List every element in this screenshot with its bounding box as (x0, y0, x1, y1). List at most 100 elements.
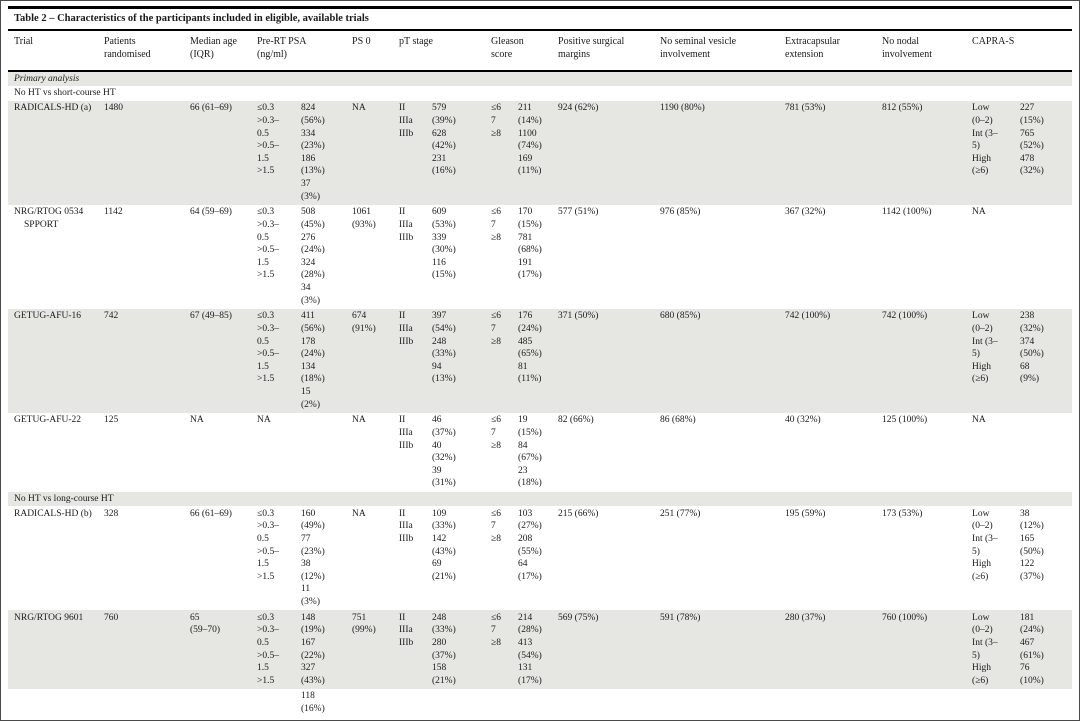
cell-patients: 125 (104, 415, 119, 426)
cell-ps0: 751 (99%) (352, 612, 376, 636)
cell-gleason-categories: ≤6 7 ≥8 (491, 612, 501, 648)
cell-ps0: 1061 (93%) (352, 207, 376, 230)
column-header-no-nodal-involvement: No nodal involvement (882, 31, 973, 72)
cell-ps0: NA (352, 103, 366, 114)
cell-trial: NRG/RTOG 0534 SPPORT (14, 207, 84, 230)
cell-gleason-categories: ≤6 7 ≥8 (491, 508, 501, 544)
cell-extracapsular: 40 (32%) (785, 415, 821, 426)
section-label: Primary analysis (14, 73, 80, 84)
column-header-pt-stage: pT stage (399, 31, 492, 72)
cell-capra-categories: Low (0–2) Int (3– 5) High (≥6) (972, 612, 998, 686)
cell-patients: 742 (104, 311, 119, 322)
cell-age: 65 (59–70) (190, 612, 221, 636)
cell-age: 67 (49–85) (190, 311, 232, 322)
cell-patients: 760 (104, 612, 119, 623)
cell-margins: 577 (51%) (558, 207, 599, 218)
cell-no-seminal-vesicle: 86 (68%) (660, 415, 696, 426)
column-header-extracapsular-extension: Extracapsular extension (785, 31, 883, 72)
cell-age (190, 689, 257, 717)
cell-no-nodal: 760 (100%) (882, 612, 928, 623)
cell-trial (8, 689, 104, 717)
cell-psa-values (301, 413, 352, 492)
cell-age: 66 (61–69) (190, 103, 232, 114)
column-header-trial: Trial (8, 31, 104, 72)
table-row: NRG/RTOG 9601 760 65 (59–70) ≤0.3 >0.3– … (8, 610, 1073, 689)
cell-no-nodal: 1142 (100%) (882, 207, 932, 218)
table-row: NRG/RTOG 0534 SPPORT 1142 64 (59–69) ≤0.… (8, 205, 1072, 309)
table-row: RADICALS-HD (a) 1480 66 (61–69) ≤0.3 >0.… (8, 100, 1073, 205)
cell-pt-values: 609 (53%) 339 (30%) 116 (15%) (432, 207, 456, 281)
cell-patients: 1142 (104, 207, 123, 218)
column-header-patients-randomised: Patients randomised (104, 31, 190, 72)
cell-no-seminal-vesicle: 680 (85%) (660, 311, 701, 322)
characteristics-table: Trial Patients randomised Median age (IQ… (8, 31, 1073, 717)
cell-extracapsular (785, 689, 882, 717)
cell-capra-values: 238 (32%) 374 (50%) 68 (9%) (1020, 311, 1044, 385)
column-header-gleason-score: Gleason score (491, 31, 559, 72)
cell-no-seminal-vesicle: 976 (85%) (660, 207, 701, 218)
cell-capra-categories: Low (0–2) Int (3– 5) High (≥6) (972, 311, 998, 385)
cell-no-seminal-vesicle: 251 (77%) (660, 508, 701, 519)
cell-margins: 924 (62%) (558, 103, 599, 114)
cell-extracapsular: 781 (53%) (785, 103, 826, 114)
table-title: Table 2 – Characteristics of the partici… (8, 6, 1072, 31)
cell-psa-categories: ≤0.3 >0.3– 0.5 >0.5– 1.5 >1.5 (257, 311, 279, 385)
cell-psa-categories: ≤0.3 >0.3– 0.5 >0.5– 1.5 >1.5 (257, 612, 279, 686)
cell-no-nodal: 173 (53%) (882, 508, 923, 519)
cell-psa-values: 148 (19%) 167 (22%) 327 (43%) (301, 612, 325, 686)
column-header-no-seminal-vesicle: No seminal vesicle involvement (660, 31, 786, 72)
cell-no-seminal-vesicle: 1190 (80%) (660, 103, 705, 114)
cell-no-nodal: 125 (100%) (882, 415, 928, 426)
section-label: No HT vs short-course HT (14, 88, 116, 99)
cell-capra-categories: NA (972, 207, 986, 218)
cell-ps0: NA (352, 415, 366, 426)
table-row: GETUG-AFU-16 742 67 (49–85) ≤0.3 >0.3– 0… (8, 308, 1073, 413)
column-header-positive-surgical-margins: Positive surgical margins (558, 31, 661, 72)
cell-no-nodal: 812 (55%) (882, 103, 923, 114)
cell-gleason-categories: ≤6 7 ≥8 (491, 415, 501, 451)
cell-extracapsular: 280 (37%) (785, 612, 826, 623)
cell-age: 66 (61–69) (190, 508, 232, 519)
cell-capra-values (1020, 689, 1072, 717)
cell-gleason-categories: ≤6 7 ≥8 (491, 103, 501, 139)
cell-ps0 (352, 689, 399, 717)
cell-margins (558, 689, 660, 717)
table-container: Table 2 – Characteristics of the partici… (8, 6, 1073, 717)
cell-psa-categories (257, 689, 301, 717)
cell-gleason-categories (491, 689, 518, 717)
cell-margins: 569 (75%) (558, 612, 599, 623)
cell-pt-values (432, 689, 491, 717)
cell-capra-categories: Low (0–2) Int (3– 5) High (≥6) (972, 508, 998, 582)
cell-psa-values: 508 (45%) 276 (24%) 324 (28%) 34 (3%) (301, 207, 325, 306)
cell-pt-categories: II IIIa IIIb (399, 612, 414, 648)
column-header-ps0: PS 0 (352, 31, 400, 72)
section-row-primary-analysis: Primary analysis (8, 70, 1073, 87)
cell-capra-categories (972, 689, 1020, 717)
cell-extracapsular: 195 (59%) (785, 508, 826, 519)
cell-pt-values: 397 (54%) 248 (33%) 94 (13%) (432, 311, 456, 385)
cell-gleason-categories: ≤6 7 ≥8 (491, 207, 501, 243)
table-row: RADICALS-HD (b) 328 66 (61–69) ≤0.3 >0.3… (8, 506, 1072, 610)
cell-capra-values: 227 (15%) 765 (52%) 478 (32%) (1020, 103, 1044, 177)
cell-capra-values (1020, 413, 1072, 492)
cell-capra-categories: Low (0–2) Int (3– 5) High (≥6) (972, 103, 998, 177)
cell-age: 64 (59–69) (190, 207, 232, 218)
cell-psa-values: 824 (56%) 334 (23%) 186 (13%) 37 (3%) (301, 103, 325, 202)
cell-pt-categories: II IIIa IIIb (399, 103, 414, 139)
column-header-pre-rt-psa: Pre-RT PSA (ng/ml) (257, 31, 353, 72)
cell-gleason-categories: ≤6 7 ≥8 (491, 311, 501, 347)
cell-psa-values: 411 (56%) 178 (24%) 134 (18%) 15 (2%) (301, 311, 325, 410)
cell-capra-values: 181 (24%) 467 (61%) 76 (10%) (1020, 612, 1044, 686)
cell-patients: 328 (104, 508, 119, 519)
cell-psa-values: 118 (16%) (301, 691, 325, 715)
cell-gleason-values: 170 (15%) 781 (68%) 191 (17%) (518, 207, 542, 281)
cell-pt-categories (399, 689, 432, 717)
cell-no-seminal-vesicle: 591 (78%) (660, 612, 701, 623)
cell-margins: 215 (66%) (558, 508, 599, 519)
cell-pt-categories: II IIIa IIIb (399, 415, 414, 451)
section-row-short-course: No HT vs short-course HT (8, 86, 1072, 101)
cell-trial: RADICALS-HD (b) (14, 508, 92, 519)
cell-pt-values: 46 (37%) 40 (32%) 39 (31%) (432, 415, 456, 489)
cell-margins: 371 (50%) (558, 311, 599, 322)
